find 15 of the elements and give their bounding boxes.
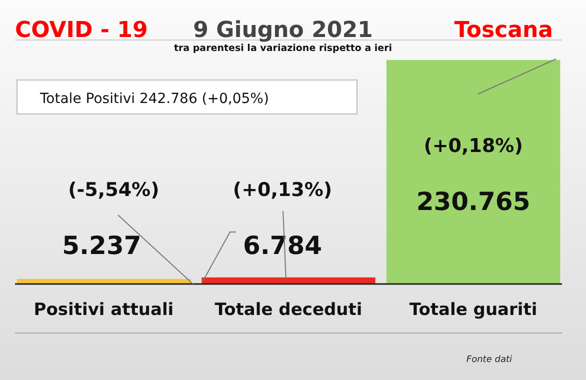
source-note: Fonte dati	[466, 355, 512, 365]
annotation: (-5,54%)	[68, 179, 160, 201]
x-tick-label: Totale deceduti	[214, 300, 362, 320]
data-label: 5.237	[62, 231, 142, 260]
x-tick-label: Positivi attuali	[34, 300, 174, 320]
text: Toscana	[454, 18, 553, 43]
chart-subtitle: tra parentesi la variazione rispetto a ieri	[174, 43, 392, 54]
annotation: Totale Positivi 242.786 (+0,05%)	[39, 91, 269, 107]
data-label: 6.784	[242, 231, 322, 260]
data-label: 230.765	[416, 187, 530, 216]
annotation: (+0,13%)	[232, 179, 332, 201]
chart-title: 9 Giugno 2021	[193, 18, 373, 43]
annotation: (+0,18%)	[424, 135, 523, 157]
x-tick-label: Totale guariti	[409, 300, 538, 320]
text: COVID - 19	[15, 18, 148, 43]
